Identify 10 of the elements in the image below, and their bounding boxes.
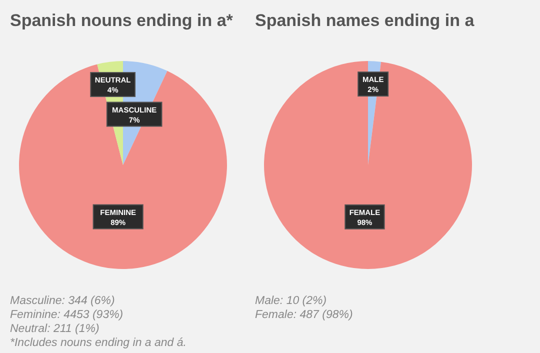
text: Female: 487 (98%)	[255, 309, 353, 321]
chart-title: Spanish nouns ending in a*	[10, 11, 234, 30]
text: Feminine: 4453 (93%)	[10, 309, 124, 321]
text: Masculine: 344 (6%)	[10, 295, 115, 307]
pie-slice	[264, 61, 472, 269]
text: *Includes nouns ending in a and á.	[10, 337, 186, 349]
text: Neutral: 211 (1%)	[10, 323, 100, 335]
pie-slice	[19, 64, 227, 269]
text: Male: 10 (2%)	[255, 295, 327, 307]
chart-title: Spanish names ending in a	[255, 11, 475, 30]
